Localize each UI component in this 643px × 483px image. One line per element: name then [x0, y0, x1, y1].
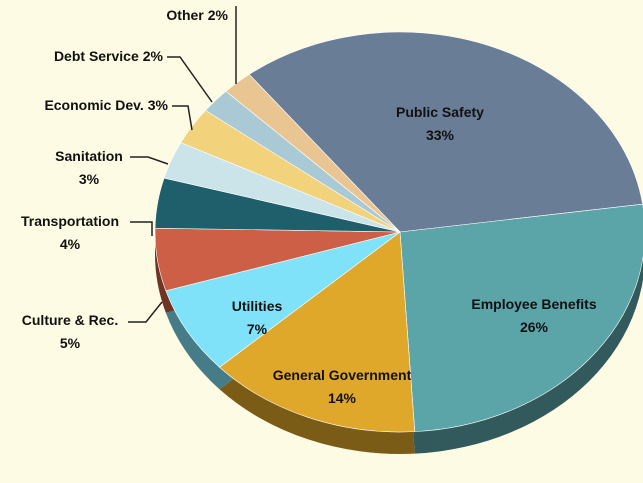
slice-label: Other 2%: [166, 7, 228, 23]
slice: [399, 203, 643, 432]
slice-label: Public Safety 33%: [396, 104, 484, 143]
category-label: Employee Benefits: [471, 296, 596, 312]
leader-line: [130, 156, 169, 165]
slice-label: Culture & Rec. 5%: [22, 312, 118, 351]
leader-line: [167, 56, 213, 103]
value-label: 14%: [328, 390, 357, 406]
category-label: Public Safety: [396, 104, 484, 120]
category-label: Debt Service: [54, 48, 139, 64]
value-label: 5%: [60, 335, 81, 351]
category-label: Economic Dev.: [44, 97, 143, 113]
value-label: 7%: [247, 321, 268, 337]
slice: [225, 74, 401, 233]
slice-label: Utilities 7%: [232, 298, 283, 337]
leader-line: [172, 105, 193, 131]
category-label: General Government: [273, 367, 412, 383]
leader-line: [128, 301, 163, 323]
value-label: 26%: [520, 319, 549, 335]
category-label: Utilities: [232, 298, 283, 314]
slice: [165, 231, 401, 368]
slice-label: Debt Service 2%: [54, 48, 164, 64]
slice-label: Sanitation 3%: [55, 148, 123, 187]
slice-label: Economic Dev. 3%: [44, 97, 168, 113]
slice-label: Transportation 4%: [21, 213, 119, 252]
category-label: Other: [166, 7, 204, 23]
slice: [219, 231, 416, 433]
slice-label: Employee Benefits 26%: [471, 296, 596, 335]
value-label: 33%: [426, 127, 455, 143]
slice: [248, 31, 643, 233]
value-label: 2%: [143, 48, 164, 64]
slice-label: General Government 14%: [273, 367, 412, 406]
value-label: 2%: [208, 7, 229, 23]
value-label: 3%: [148, 97, 169, 113]
category-label: Transportation: [21, 213, 119, 229]
leader-line: [130, 221, 153, 236]
category-label: Sanitation: [55, 148, 123, 164]
category-label: Culture & Rec.: [22, 312, 118, 328]
value-label: 4%: [60, 236, 81, 252]
value-label: 3%: [79, 171, 100, 187]
